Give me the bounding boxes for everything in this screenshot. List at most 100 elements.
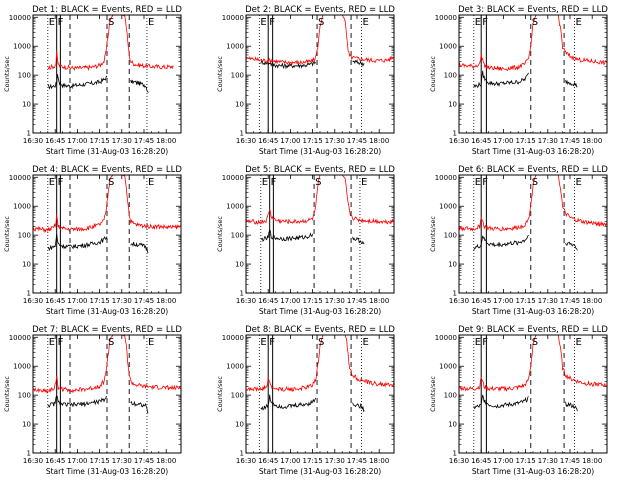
marker-letter: E (260, 17, 266, 28)
y-tick-label: 1 (453, 130, 457, 138)
panel-title: Det 6: BLACK = Events, RED = LLD (458, 165, 608, 175)
x-axis-label: Start Time (31-Aug-03 16:28:20) (46, 307, 168, 316)
marker-letter: E (148, 177, 154, 188)
lld-series-line (459, 335, 607, 392)
y-tick-label: 10 (235, 261, 244, 269)
marker-letter: E (148, 17, 154, 28)
x-tick-label: 17:00 (280, 457, 300, 465)
events-series-line (352, 402, 365, 413)
panel-title: Det 1: BLACK = Events, RED = LLD (32, 5, 182, 15)
x-axis-label: Start Time (31-Aug-03 16:28:20) (259, 307, 381, 316)
x-axis-label: Start Time (31-Aug-03 16:28:20) (259, 147, 381, 156)
events-series-line (352, 236, 365, 245)
x-tick-label: 17:30 (325, 457, 345, 465)
plot-area (459, 175, 607, 293)
y-tick-label: 10 (22, 261, 31, 269)
panel-title: Det 9: BLACK = Events, RED = LLD (458, 325, 608, 335)
x-tick-label: 17:15 (303, 297, 323, 305)
events-series-line (47, 74, 108, 90)
plot-area (246, 175, 394, 293)
lld-series-line (33, 175, 181, 233)
marker-letter: F (58, 17, 64, 28)
marker-letter: E (361, 177, 367, 188)
panel-title: Det 7: BLACK = Events, RED = LLD (32, 325, 182, 335)
y-tick-label: 1000 (226, 43, 244, 51)
x-tick-label: 16:45 (258, 457, 278, 465)
y-tick-label: 1 (453, 450, 457, 458)
marker-letter: S (315, 177, 321, 188)
y-tick-label: 1000 (13, 203, 31, 211)
y-tick-label: 100 (18, 72, 31, 80)
x-tick-label: 18:00 (582, 137, 602, 145)
events-series-line (260, 394, 316, 411)
x-tick-label: 17:30 (325, 137, 345, 145)
y-tick-label: 100 (231, 392, 244, 400)
x-tick-label: 17:00 (67, 457, 87, 465)
detector-panel-7: Det 7: BLACK = Events, RED = LLD Counts/s… (3, 325, 182, 476)
y-tick-label: 100 (18, 232, 31, 240)
x-tick-label: 17:45 (560, 297, 580, 305)
y-tick-label: 10000 (222, 174, 244, 182)
marker-letter: S (318, 337, 324, 348)
x-tick-label: 16:30 (23, 457, 43, 465)
x-axis-label: Start Time (31-Aug-03 16:28:20) (472, 307, 594, 316)
marker-letter: E (262, 177, 268, 188)
x-tick-label: 17:00 (493, 297, 513, 305)
events-series-line (473, 70, 529, 89)
events-series-line (473, 234, 529, 251)
x-tick-label: 17:15 (516, 137, 536, 145)
y-axis-label: Counts/sec (3, 56, 11, 92)
y-tick-label: 10 (448, 421, 457, 429)
y-axis-label: Counts/sec (3, 376, 11, 412)
x-axis-label: Start Time (31-Aug-03 16:28:20) (46, 147, 168, 156)
x-tick-label: 18:00 (156, 137, 176, 145)
events-series-line (130, 79, 149, 93)
marker-letter: E (475, 177, 481, 188)
y-tick-label: 10000 (222, 334, 244, 342)
events-series-line (565, 241, 578, 251)
x-tick-label: 17:15 (303, 137, 323, 145)
y-tick-label: 1000 (13, 43, 31, 51)
lld-series-line (47, 15, 174, 71)
events-series-line (47, 394, 108, 408)
plot-frame (245, 174, 395, 294)
x-tick-label: 16:30 (236, 297, 256, 305)
marker-letter: E (362, 17, 368, 28)
x-axis-label: Start Time (31-Aug-03 16:28:20) (46, 467, 168, 476)
x-tick-label: 17:00 (67, 297, 87, 305)
marker-letter: F (482, 177, 488, 188)
x-tick-label: 16:30 (236, 457, 256, 465)
events-series-line (47, 233, 108, 252)
detector-panel-1: Det 1: BLACK = Events, RED = LLD Counts/s… (3, 5, 182, 156)
x-tick-label: 18:00 (156, 297, 176, 305)
y-axis-label: Counts/sec (216, 376, 224, 412)
marker-letter: E (475, 337, 481, 348)
plot-frame (458, 14, 608, 134)
x-tick-label: 16:45 (258, 297, 278, 305)
plot-area (459, 335, 607, 453)
y-tick-label: 1000 (13, 363, 31, 371)
x-axis-label: Start Time (31-Aug-03 16:28:20) (472, 147, 594, 156)
x-tick-label: 17:30 (112, 457, 132, 465)
detector-panel-6: Det 6: BLACK = Events, RED = LLD Counts/s… (429, 165, 608, 316)
marker-letter: E (475, 17, 481, 28)
y-tick-label: 10 (22, 421, 31, 429)
y-axis-label: Counts/sec (429, 376, 437, 412)
x-tick-label: 17:45 (347, 137, 367, 145)
panel-title: Det 2: BLACK = Events, RED = LLD (245, 5, 395, 15)
y-tick-label: 10000 (435, 174, 457, 182)
x-tick-label: 17:45 (560, 137, 580, 145)
detector-panel-3: Det 3: BLACK = Events, RED = LLD Counts/s… (429, 5, 608, 156)
x-tick-label: 17:30 (538, 457, 558, 465)
marker-letter: F (482, 337, 488, 348)
events-series-line (565, 79, 578, 88)
y-tick-label: 100 (231, 72, 244, 80)
plot-area (33, 175, 181, 293)
detector-panel-4: Det 4: BLACK = Events, RED = LLD Counts/s… (3, 165, 182, 316)
x-tick-label: 17:30 (112, 297, 132, 305)
marker-letter: E (49, 337, 55, 348)
lld-series-line (246, 335, 394, 392)
events-series-line (130, 242, 149, 253)
y-axis-label: Counts/sec (429, 56, 437, 92)
